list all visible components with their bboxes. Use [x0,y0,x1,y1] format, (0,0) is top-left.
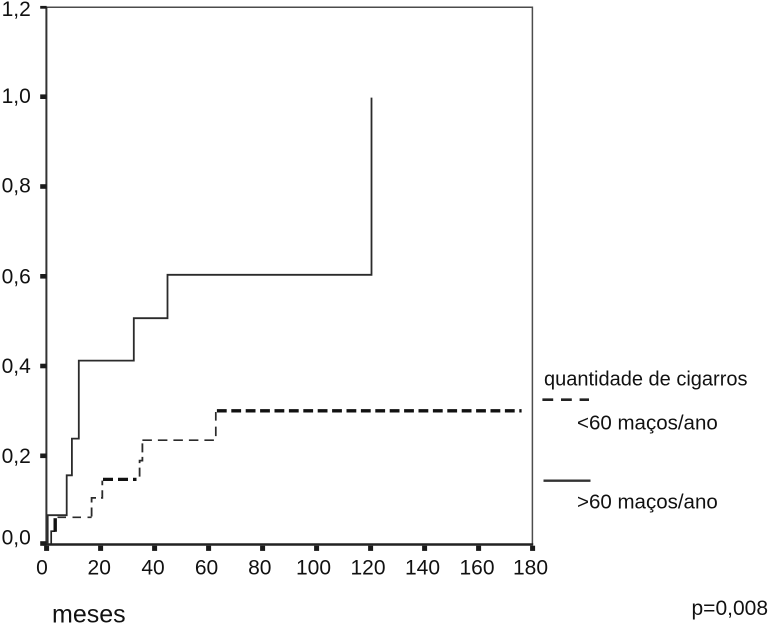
svg-text:140: 140 [405,557,440,580]
svg-text:100: 100 [296,557,331,580]
svg-text:meses: meses [52,601,126,627]
svg-text:20: 20 [88,557,111,580]
svg-text:80: 80 [248,557,271,580]
svg-text:0: 0 [36,557,48,580]
svg-text:0,0: 0,0 [2,526,31,549]
svg-text:p=0,008: p=0,008 [692,597,768,620]
svg-text:0,6: 0,6 [2,265,31,288]
svg-text:>60 maços/ano: >60 maços/ano [577,490,718,513]
svg-text:1,2: 1,2 [2,0,31,21]
svg-text:1,0: 1,0 [2,85,31,108]
svg-text:0,8: 0,8 [2,174,31,197]
svg-text:180: 180 [513,557,548,580]
svg-text:120: 120 [350,557,385,580]
svg-text:0,2: 0,2 [2,445,31,468]
svg-text:0,4: 0,4 [2,355,32,378]
svg-text:<60 maços/ano: <60 maços/ano [577,411,718,434]
svg-text:160: 160 [459,557,494,580]
svg-text:40: 40 [141,557,164,580]
svg-text:60: 60 [195,557,218,580]
svg-text:quantidade de cigarros: quantidade de cigarros [544,368,747,390]
